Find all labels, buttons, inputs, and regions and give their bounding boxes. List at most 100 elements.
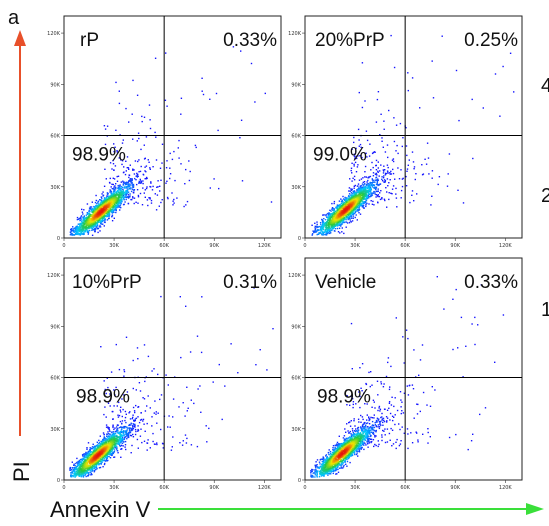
- event-point: [143, 116, 146, 118]
- event-point: [88, 221, 90, 223]
- event-point: [86, 226, 88, 229]
- event-point: [106, 219, 109, 221]
- event-point: [185, 305, 187, 307]
- event-point: [340, 215, 342, 218]
- event-point: [160, 295, 162, 298]
- event-point: [116, 150, 118, 152]
- event-point: [387, 171, 389, 173]
- event-point: [118, 206, 121, 208]
- event-point: [172, 416, 174, 418]
- event-point: [351, 148, 353, 150]
- event-point: [131, 184, 133, 187]
- event-point: [132, 433, 134, 436]
- event-point: [102, 458, 104, 460]
- event-point: [72, 229, 74, 232]
- event-point: [105, 438, 107, 440]
- event-point: [112, 425, 114, 427]
- event-point: [209, 98, 211, 100]
- event-point: [364, 201, 366, 203]
- x-axis-arrow-head: [526, 503, 544, 515]
- event-point: [180, 97, 183, 99]
- event-point: [386, 206, 388, 208]
- event-point: [368, 189, 371, 191]
- event-point: [336, 204, 339, 206]
- event-point: [345, 221, 348, 223]
- event-point: [120, 411, 122, 413]
- event-point: [125, 196, 127, 198]
- event-point: [377, 179, 379, 181]
- event-point: [88, 468, 90, 471]
- event-point: [362, 185, 364, 187]
- event-point: [105, 416, 107, 418]
- event-point: [129, 431, 132, 434]
- event-point: [176, 197, 178, 199]
- event-point: [353, 210, 355, 212]
- event-point: [215, 92, 218, 95]
- event-point: [130, 422, 132, 424]
- event-point: [218, 187, 220, 190]
- event-point: [94, 222, 96, 224]
- event-point: [100, 199, 103, 202]
- event-point: [103, 441, 105, 444]
- event-point: [78, 218, 80, 220]
- event-point: [165, 182, 167, 184]
- event-point: [82, 453, 85, 455]
- event-point: [88, 210, 90, 212]
- event-point: [151, 416, 153, 418]
- event-point: [144, 380, 146, 383]
- event-point: [356, 166, 359, 168]
- event-point: [125, 413, 127, 415]
- event-point: [381, 180, 384, 182]
- event-point: [142, 187, 144, 189]
- event-point: [169, 152, 171, 155]
- event-point: [172, 200, 174, 202]
- event-point: [116, 432, 118, 434]
- event-point: [361, 156, 363, 159]
- event-point: [348, 215, 350, 218]
- event-point: [132, 138, 134, 140]
- lower-left-percent: 99.0%: [313, 145, 367, 166]
- event-point: [94, 230, 96, 232]
- event-point: [387, 166, 389, 169]
- event-point: [80, 473, 83, 475]
- event-point: [70, 476, 73, 478]
- event-point: [172, 436, 174, 438]
- event-point: [338, 214, 340, 217]
- event-point: [78, 232, 80, 235]
- event-point: [114, 432, 117, 435]
- event-point: [364, 165, 367, 168]
- event-point: [82, 471, 84, 474]
- event-point: [78, 460, 80, 462]
- event-point: [364, 192, 366, 195]
- event-point: [124, 196, 126, 198]
- event-point: [140, 412, 142, 414]
- event-point: [96, 445, 98, 447]
- event-point: [100, 199, 102, 201]
- event-point: [80, 216, 82, 218]
- event-point: [135, 179, 137, 181]
- event-point: [200, 411, 202, 413]
- event-point: [86, 475, 89, 477]
- event-point: [319, 231, 321, 234]
- event-point: [335, 217, 338, 220]
- event-point: [107, 213, 109, 215]
- event-point: [118, 439, 121, 441]
- event-point: [350, 212, 352, 214]
- event-point: [358, 200, 361, 203]
- event-point: [124, 410, 127, 413]
- event-point: [345, 216, 347, 219]
- event-point: [124, 430, 126, 432]
- event-point: [150, 182, 152, 184]
- event-point: [361, 202, 363, 204]
- event-point: [112, 177, 114, 179]
- event-point: [344, 218, 346, 220]
- event-point: [116, 180, 119, 182]
- event-point: [201, 77, 203, 79]
- event-point: [426, 142, 429, 144]
- event-point: [126, 391, 129, 393]
- event-point: [217, 129, 219, 132]
- event-point: [368, 191, 370, 193]
- event-point: [70, 228, 72, 231]
- event-point: [129, 196, 131, 198]
- event-point: [255, 364, 257, 366]
